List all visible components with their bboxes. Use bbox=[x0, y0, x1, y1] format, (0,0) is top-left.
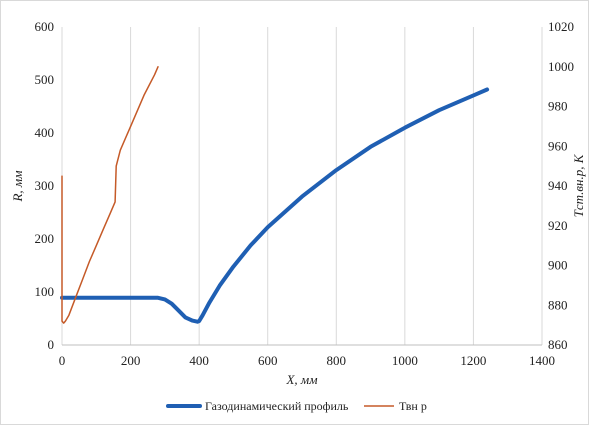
y-right-tick-label: 1000 bbox=[548, 59, 574, 74]
y-left-tick-label: 300 bbox=[35, 178, 55, 193]
legend-label-temperature: Твн р bbox=[399, 399, 427, 413]
tick-labels: 0 200 400 600 800 1000 1200 1400 0 100 200 300 400 50… bbox=[35, 19, 575, 368]
x-tick-label: 400 bbox=[189, 353, 209, 368]
legend: Газодинамический профиль Твн р bbox=[166, 399, 427, 413]
y-right-tick-label: 900 bbox=[548, 258, 568, 273]
legend-label-profile: Газодинамический профиль bbox=[205, 399, 349, 413]
y-right-tick-label: 920 bbox=[548, 218, 568, 233]
y-right-tick-label: 860 bbox=[548, 337, 568, 352]
y-right-tick-label: 980 bbox=[548, 99, 568, 114]
x-axis-label: X, мм bbox=[285, 372, 317, 387]
x-tick-label: 0 bbox=[59, 353, 66, 368]
x-tick-label: 800 bbox=[327, 353, 347, 368]
y-right-tick-label: 960 bbox=[548, 138, 568, 153]
x-tick-label: 200 bbox=[121, 353, 141, 368]
y-left-axis-label: R, мм bbox=[10, 170, 25, 202]
series-line-profile bbox=[60, 87, 490, 324]
y-right-axis-label: Tст.вн.р, К bbox=[571, 153, 586, 217]
y-left-tick-label: 100 bbox=[35, 284, 55, 299]
y-left-tick-label: 600 bbox=[35, 19, 55, 34]
y-left-tick-label: 200 bbox=[35, 231, 55, 246]
y-right-tick-label: 940 bbox=[548, 178, 568, 193]
series-lines bbox=[60, 66, 490, 324]
y-right-tick-label: 1020 bbox=[548, 19, 574, 34]
x-tick-label: 1400 bbox=[529, 353, 555, 368]
y-left-tick-label: 400 bbox=[35, 125, 55, 140]
series-line-temperature bbox=[61, 66, 159, 324]
y-left-tick-label: 500 bbox=[35, 72, 55, 87]
y-right-tick-label: 880 bbox=[548, 297, 568, 312]
y-left-tick-label: 0 bbox=[48, 337, 55, 352]
x-tick-label: 1200 bbox=[460, 353, 486, 368]
x-tick-label: 1000 bbox=[392, 353, 418, 368]
x-tick-label: 600 bbox=[258, 353, 278, 368]
grid-lines bbox=[61, 27, 543, 345]
